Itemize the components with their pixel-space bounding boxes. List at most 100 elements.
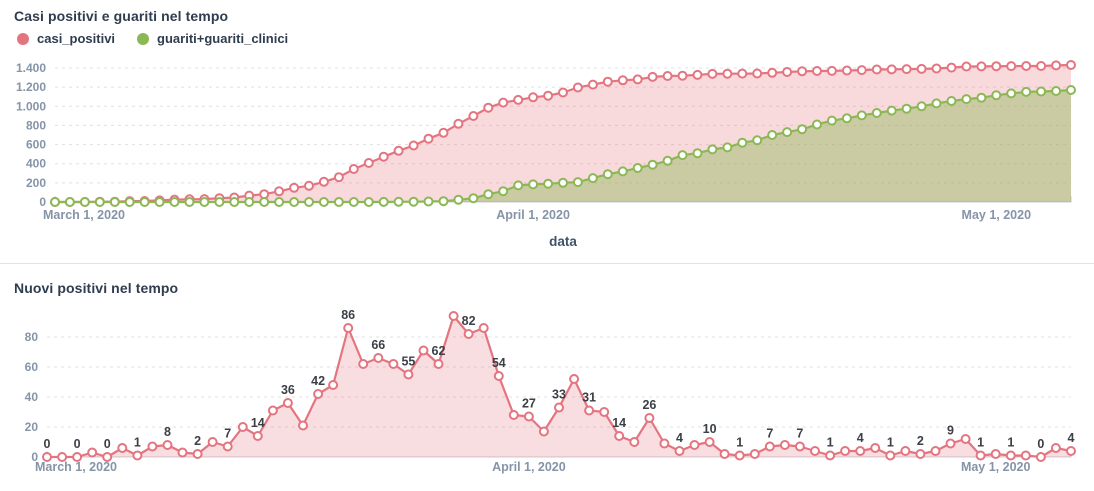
- data-point-nuovi_positivi[interactable]: [102, 452, 113, 462]
- data-point-guariti+guariti_clinici[interactable]: [707, 144, 718, 155]
- data-point-nuovi_positivi[interactable]: [538, 426, 549, 437]
- data-point-casi_positivi[interactable]: [348, 164, 359, 174]
- data-point-guariti+guariti_clinici[interactable]: [139, 197, 150, 207]
- data-point-casi_positivi[interactable]: [528, 92, 539, 103]
- data-point-nuovi_positivi[interactable]: [674, 446, 685, 456]
- data-point-guariti+guariti_clinici[interactable]: [1021, 86, 1032, 97]
- data-point-nuovi_positivi[interactable]: [599, 407, 610, 417]
- data-point-guariti+guariti_clinici[interactable]: [184, 197, 195, 207]
- data-point-casi_positivi[interactable]: [453, 118, 464, 129]
- data-point-guariti+guariti_clinici[interactable]: [1051, 86, 1062, 96]
- data-point-casi_positivi[interactable]: [423, 133, 434, 144]
- data-point-casi_positivi[interactable]: [782, 67, 793, 77]
- data-point-casi_positivi[interactable]: [826, 65, 837, 76]
- data-point-casi_positivi[interactable]: [991, 61, 1002, 72]
- data-point-nuovi_positivi[interactable]: [629, 437, 640, 447]
- data-point-casi_positivi[interactable]: [1066, 60, 1076, 70]
- data-point-guariti+guariti_clinici[interactable]: [289, 197, 300, 207]
- data-point-guariti+guariti_clinici[interactable]: [304, 197, 314, 207]
- data-point-casi_positivi[interactable]: [498, 97, 509, 108]
- data-point-nuovi_positivi[interactable]: [313, 389, 324, 399]
- data-point-casi_positivi[interactable]: [662, 71, 673, 81]
- data-point-guariti+guariti_clinici[interactable]: [558, 177, 568, 188]
- data-point-casi_positivi[interactable]: [513, 94, 524, 105]
- data-point-guariti+guariti_clinici[interactable]: [722, 142, 733, 153]
- data-point-casi_positivi[interactable]: [363, 158, 374, 168]
- data-point-guariti+guariti_clinici[interactable]: [528, 179, 539, 190]
- data-point-guariti+guariti_clinici[interactable]: [752, 135, 763, 146]
- data-point-nuovi_positivi[interactable]: [719, 449, 730, 459]
- data-point-guariti+guariti_clinici[interactable]: [229, 197, 240, 207]
- data-point-guariti+guariti_clinici[interactable]: [79, 197, 90, 207]
- data-point-guariti+guariti_clinici[interactable]: [274, 197, 285, 207]
- data-point-nuovi_positivi[interactable]: [915, 449, 926, 459]
- data-point-guariti+guariti_clinici[interactable]: [1006, 88, 1017, 99]
- data-point-casi_positivi[interactable]: [841, 65, 852, 76]
- data-point-casi_positivi[interactable]: [572, 82, 583, 93]
- data-point-guariti+guariti_clinici[interactable]: [647, 159, 658, 170]
- data-point-casi_positivi[interactable]: [707, 68, 718, 79]
- data-point-casi_positivi[interactable]: [274, 186, 285, 197]
- data-point-nuovi_positivi[interactable]: [1020, 450, 1031, 461]
- legend-item-guariti[interactable]: guariti+guariti_clinici: [137, 31, 288, 46]
- data-point-nuovi_positivi[interactable]: [508, 410, 519, 420]
- data-point-nuovi_positivi[interactable]: [252, 431, 263, 441]
- data-point-casi_positivi[interactable]: [752, 68, 763, 79]
- data-point-guariti+guariti_clinici[interactable]: [483, 189, 494, 200]
- data-point-casi_positivi[interactable]: [289, 182, 300, 193]
- data-point-nuovi_positivi[interactable]: [72, 452, 83, 462]
- data-point-nuovi_positivi[interactable]: [840, 446, 851, 456]
- data-point-casi_positivi[interactable]: [632, 74, 643, 85]
- data-point-nuovi_positivi[interactable]: [764, 441, 775, 452]
- data-point-nuovi_positivi[interactable]: [689, 440, 700, 450]
- data-point-guariti+guariti_clinici[interactable]: [662, 155, 673, 166]
- data-point-nuovi_positivi[interactable]: [403, 369, 414, 380]
- data-point-guariti+guariti_clinici[interactable]: [901, 103, 912, 114]
- data-point-guariti+guariti_clinici[interactable]: [244, 197, 255, 207]
- data-point-guariti+guariti_clinici[interactable]: [259, 197, 270, 207]
- data-point-nuovi_positivi[interactable]: [779, 440, 790, 450]
- data-point-casi_positivi[interactable]: [393, 145, 404, 156]
- data-point-nuovi_positivi[interactable]: [945, 438, 956, 449]
- data-point-guariti+guariti_clinici[interactable]: [812, 119, 822, 130]
- data-point-nuovi_positivi[interactable]: [614, 431, 625, 441]
- data-point-nuovi_positivi[interactable]: [659, 438, 670, 449]
- data-point-guariti+guariti_clinici[interactable]: [961, 94, 972, 105]
- data-point-nuovi_positivi[interactable]: [810, 446, 820, 456]
- data-point-casi_positivi[interactable]: [543, 90, 554, 101]
- data-point-casi_positivi[interactable]: [617, 75, 628, 86]
- data-point-nuovi_positivi[interactable]: [358, 359, 369, 369]
- data-point-casi_positivi[interactable]: [976, 61, 987, 72]
- data-point-casi_positivi[interactable]: [856, 65, 867, 76]
- data-point-nuovi_positivi[interactable]: [1005, 450, 1016, 461]
- data-point-guariti+guariti_clinici[interactable]: [333, 197, 344, 207]
- data-point-nuovi_positivi[interactable]: [298, 420, 308, 431]
- data-point-guariti+guariti_clinici[interactable]: [109, 197, 120, 207]
- data-point-nuovi_positivi[interactable]: [825, 450, 836, 461]
- data-point-guariti+guariti_clinici[interactable]: [423, 196, 434, 207]
- data-point-nuovi_positivi[interactable]: [734, 450, 745, 461]
- data-point-nuovi_positivi[interactable]: [147, 441, 158, 452]
- data-point-casi_positivi[interactable]: [916, 63, 927, 74]
- data-point-casi_positivi[interactable]: [438, 127, 449, 138]
- data-point-guariti+guariti_clinici[interactable]: [378, 196, 389, 207]
- data-point-guariti+guariti_clinici[interactable]: [124, 197, 135, 207]
- data-point-guariti+guariti_clinici[interactable]: [1036, 86, 1047, 97]
- data-point-nuovi_positivi[interactable]: [1035, 452, 1046, 462]
- data-point-guariti+guariti_clinici[interactable]: [498, 186, 509, 197]
- data-point-casi_positivi[interactable]: [886, 64, 897, 75]
- data-point-guariti+guariti_clinici[interactable]: [767, 130, 778, 140]
- data-point-nuovi_positivi[interactable]: [57, 452, 68, 462]
- data-point-guariti+guariti_clinici[interactable]: [976, 92, 987, 103]
- data-point-guariti+guariti_clinici[interactable]: [363, 197, 374, 207]
- data-point-guariti+guariti_clinici[interactable]: [94, 197, 105, 207]
- data-point-guariti+guariti_clinici[interactable]: [214, 197, 225, 207]
- data-point-guariti+guariti_clinici[interactable]: [64, 197, 75, 207]
- data-point-casi_positivi[interactable]: [1006, 61, 1017, 72]
- data-point-nuovi_positivi[interactable]: [975, 450, 986, 461]
- data-point-guariti+guariti_clinici[interactable]: [199, 197, 210, 207]
- data-point-nuovi_positivi[interactable]: [478, 323, 489, 333]
- data-point-guariti+guariti_clinici[interactable]: [946, 96, 957, 106]
- data-point-nuovi_positivi[interactable]: [704, 437, 715, 447]
- data-point-guariti+guariti_clinici[interactable]: [348, 197, 359, 207]
